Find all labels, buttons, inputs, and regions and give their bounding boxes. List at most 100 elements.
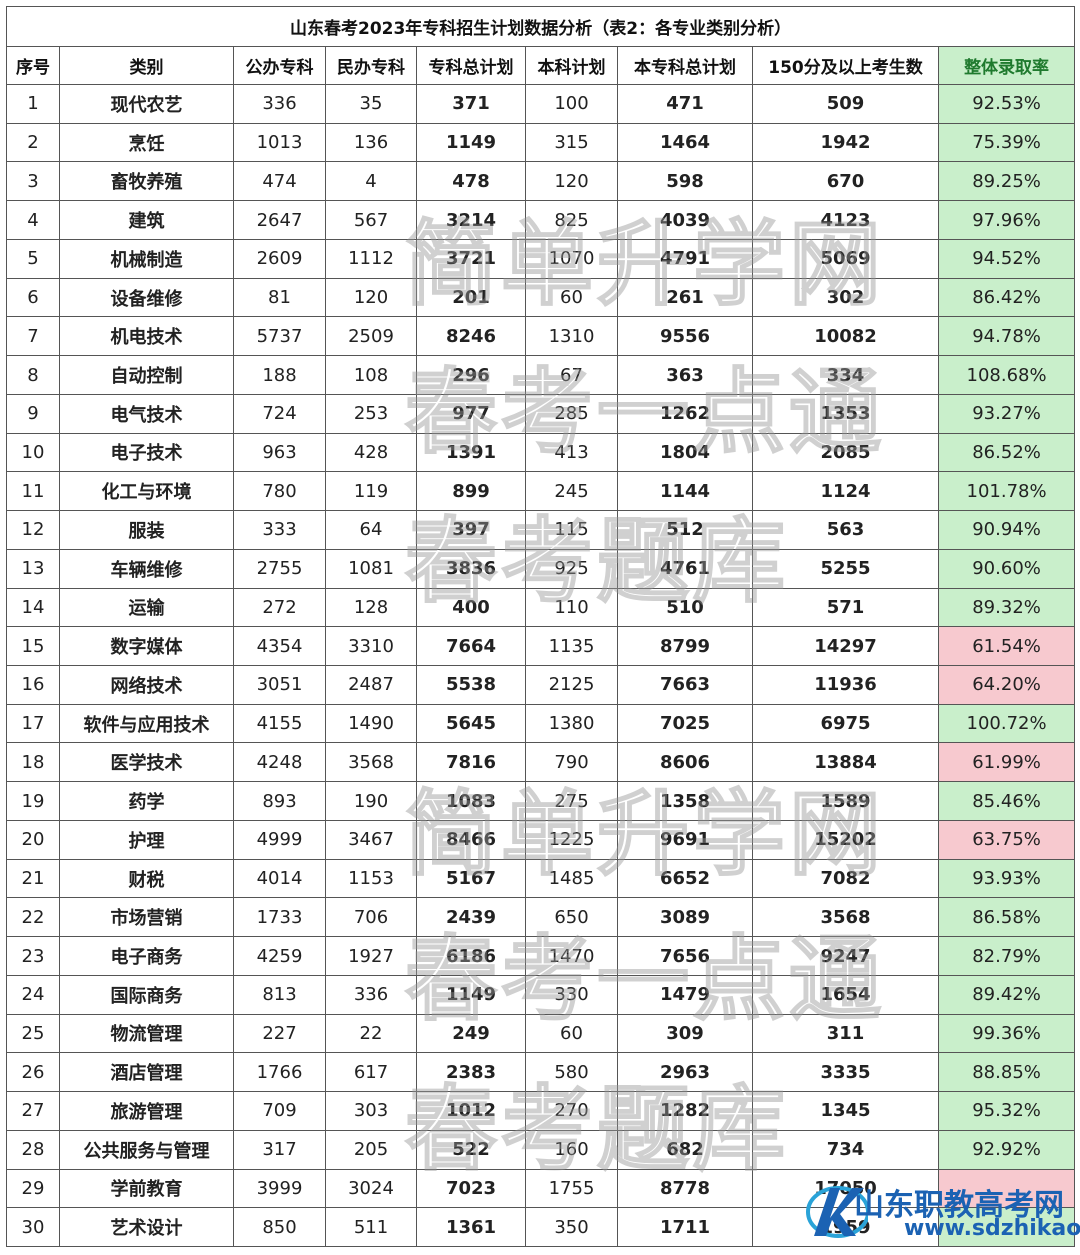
category-cell: 艺术设计	[59, 1207, 234, 1248]
total-plan-cell: 2383	[416, 1052, 526, 1093]
private-count-cell: 190	[325, 781, 417, 821]
overall-plan-cell: 8606	[617, 742, 753, 783]
row-number: 9	[6, 393, 60, 434]
bachelor-plan-cell: 580	[525, 1052, 618, 1093]
public-count-cell: 780	[233, 471, 326, 512]
overall-plan-cell: 9691	[617, 819, 753, 860]
total-plan-cell: 3214	[416, 200, 526, 240]
table-row: 16 网络技术 3051 2487 5538 2125 7663 11936 64.20%	[6, 665, 1076, 705]
column-header: 150分及以上考生数	[752, 46, 939, 85]
private-count-cell: 1927	[325, 936, 417, 976]
public-count-cell: 336	[233, 84, 326, 124]
private-count-cell: 205	[325, 1129, 417, 1170]
total-plan-cell: 7816	[416, 742, 526, 783]
row-number: 5	[6, 238, 60, 279]
row-number: 3	[6, 161, 60, 202]
category-cell: 药学	[59, 781, 234, 821]
admission-rate-cell	[937, 1168, 1076, 1209]
overall-plan-cell: 598	[617, 161, 753, 202]
total-plan-cell: 249	[416, 1013, 526, 1054]
total-plan-cell: 899	[416, 471, 526, 512]
admission-rate-cell: 90.60%	[937, 548, 1076, 589]
private-count-cell: 3024	[325, 1168, 417, 1209]
table-row: 14 运输 272 128 400 110 510 571 89.32%	[6, 587, 1076, 628]
row-number: 12	[6, 510, 60, 550]
bachelor-plan-cell: 60	[525, 277, 618, 318]
table-row: 12 服装 333 64 397 115 512 563 90.94%	[6, 510, 1076, 550]
admission-rate-cell: 61.99%	[937, 742, 1076, 783]
table-row: 24 国际商务 813 336 1149 330 1479 1654 89.42%	[6, 974, 1076, 1015]
candidate-count-cell: 14297	[752, 626, 939, 667]
public-count-cell: 1013	[233, 122, 326, 163]
table-row: 11 化工与环境 780 119 899 245 1144 1124 101.78%	[6, 471, 1076, 512]
overall-plan-cell: 1804	[617, 432, 753, 473]
private-count-cell: 64	[325, 510, 417, 550]
total-plan-cell: 201	[416, 277, 526, 318]
category-cell: 电子商务	[59, 936, 234, 976]
private-count-cell: 617	[325, 1052, 417, 1093]
private-count-cell: 108	[325, 355, 417, 395]
admission-rate-cell: 64.20%	[937, 665, 1076, 705]
row-number: 27	[6, 1091, 60, 1131]
total-plan-cell: 8246	[416, 316, 526, 357]
row-number: 6	[6, 277, 60, 318]
bachelor-plan-cell: 1755	[525, 1168, 618, 1209]
row-number: 24	[6, 974, 60, 1015]
total-plan-cell: 3836	[416, 548, 526, 589]
row-number: 16	[6, 665, 60, 705]
total-plan-cell: 977	[416, 393, 526, 434]
candidate-count-cell: 734	[752, 1129, 939, 1170]
table-row: 27 旅游管理 709 303 1012 270 1282 1345 95.32%	[6, 1091, 1076, 1131]
admission-rate-cell: 100.72%	[937, 703, 1076, 744]
bachelor-plan-cell: 790	[525, 742, 618, 783]
bachelor-plan-cell: 1485	[525, 858, 618, 899]
category-cell: 医学技术	[59, 742, 234, 783]
category-cell: 自动控制	[59, 355, 234, 395]
bachelor-plan-cell: 160	[525, 1129, 618, 1170]
candidate-count-cell: 1942	[752, 122, 939, 163]
candidate-count-cell: 670	[752, 161, 939, 202]
column-header: 本专科总计划	[617, 46, 753, 85]
private-count-cell: 253	[325, 393, 417, 434]
row-number: 28	[6, 1129, 60, 1170]
category-cell: 烹饪	[59, 122, 234, 163]
public-count-cell: 4259	[233, 936, 326, 976]
total-plan-cell: 7664	[416, 626, 526, 667]
column-header: 整体录取率	[937, 46, 1076, 85]
private-count-cell: 1490	[325, 703, 417, 744]
category-cell: 电子技术	[59, 432, 234, 473]
category-cell: 化工与环境	[59, 471, 234, 512]
table-row: 10 电子技术 963 428 1391 413 1804 2085 86.52%	[6, 432, 1076, 473]
bachelor-plan-cell: 67	[525, 355, 618, 395]
overall-plan-cell: 4039	[617, 200, 753, 240]
candidate-count-cell: 1589	[752, 781, 939, 821]
public-count-cell: 893	[233, 781, 326, 821]
overall-plan-cell: 309	[617, 1013, 753, 1054]
overall-plan-cell: 7663	[617, 665, 753, 705]
overall-plan-cell: 6652	[617, 858, 753, 899]
category-cell: 设备维修	[59, 277, 234, 318]
bachelor-plan-cell: 245	[525, 471, 618, 512]
public-count-cell: 5737	[233, 316, 326, 357]
bachelor-plan-cell: 1470	[525, 936, 618, 976]
category-cell: 酒店管理	[59, 1052, 234, 1093]
candidate-count-cell: 10082	[752, 316, 939, 357]
private-count-cell: 428	[325, 432, 417, 473]
overall-plan-cell: 510	[617, 587, 753, 628]
candidate-count-cell: 563	[752, 510, 939, 550]
table-row: 8 自动控制 188 108 296 67 363 334 108.68%	[6, 355, 1076, 395]
private-count-cell: 136	[325, 122, 417, 163]
category-cell: 学前教育	[59, 1168, 234, 1209]
table-row: 1 现代农艺 336 35 371 100 471 509 92.53%	[6, 84, 1076, 124]
public-count-cell: 3051	[233, 665, 326, 705]
total-plan-cell: 8466	[416, 819, 526, 860]
candidate-count-cell: 5255	[752, 548, 939, 589]
total-plan-cell: 5167	[416, 858, 526, 899]
total-plan-cell: 7023	[416, 1168, 526, 1209]
column-header: 民办专科	[325, 46, 417, 85]
category-cell: 运输	[59, 587, 234, 628]
overall-plan-cell: 4761	[617, 548, 753, 589]
table-row: 4 建筑 2647 567 3214 825 4039 4123 97.96%	[6, 200, 1076, 240]
category-cell: 畜牧养殖	[59, 161, 234, 202]
admission-rate-cell: 101.78%	[937, 471, 1076, 512]
